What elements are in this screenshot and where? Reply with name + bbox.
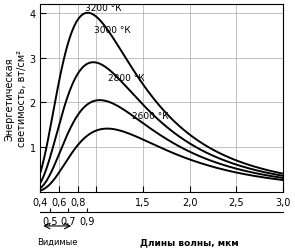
Text: Длины волны, мкм: Длины волны, мкм xyxy=(140,237,239,246)
Text: 2600 °К: 2600 °К xyxy=(132,112,168,121)
Text: Видимые: Видимые xyxy=(37,237,78,246)
Text: 2800 °К: 2800 °К xyxy=(108,74,144,83)
Text: 3200 °К: 3200 °К xyxy=(85,4,122,13)
Y-axis label: Энергетическая
светимость, вт/см²: Энергетическая светимость, вт/см² xyxy=(4,50,27,147)
Text: 3000 °К: 3000 °К xyxy=(94,26,130,35)
